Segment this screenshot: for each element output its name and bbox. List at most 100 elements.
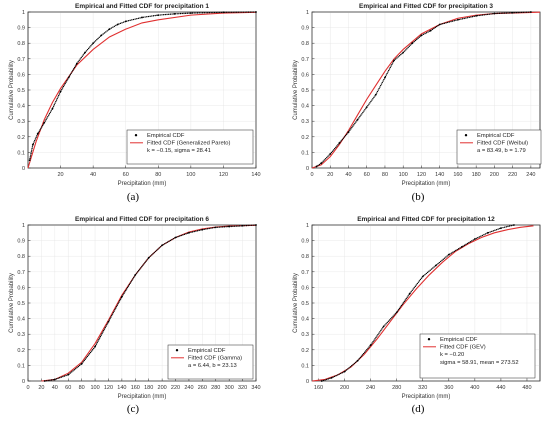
- panel-caption: (a): [127, 191, 140, 203]
- empirical-cdf-trace: [315, 11, 532, 168]
- empirical-cdf-point: [100, 34, 103, 37]
- y-tick-label: 0.8: [301, 254, 309, 260]
- y-tick-label: 0: [306, 379, 309, 385]
- empirical-cdf-point: [43, 121, 46, 124]
- empirical-cdf-point: [31, 143, 34, 146]
- empirical-cdf-point: [369, 344, 372, 347]
- y-tick-label: 0.3: [17, 119, 25, 125]
- empirical-cdf-point: [157, 14, 160, 17]
- empirical-cdf-point: [315, 165, 318, 168]
- x-axis-label: Precipitation (mm): [402, 394, 451, 400]
- empirical-cdf-point: [408, 292, 411, 295]
- empirical-cdf-point: [329, 153, 332, 155]
- empirical-cdf-point: [120, 295, 123, 298]
- empirical-cdf-point: [460, 245, 463, 248]
- x-tick-label: 60: [65, 385, 71, 391]
- plot-frame: [27, 11, 257, 169]
- x-tick-label: 220: [171, 385, 180, 391]
- empirical-cdf-point: [107, 320, 110, 323]
- x-tick-label: 20: [327, 172, 333, 178]
- y-tick-label: 0.1: [17, 363, 25, 369]
- y-tick-label: 0.9: [17, 26, 25, 32]
- chart-panel-3: 0 0.1 0.2 0.3 0.4 0.5 0.6 0.7 0.8 0.9 1 0 20 40 60 80 10…: [9, 216, 261, 415]
- empirical-cdf-point: [43, 380, 46, 382]
- x-tick-label: 0: [310, 172, 313, 178]
- y-tick-label: 0.3: [301, 332, 309, 338]
- y-tick-label: 0.1: [17, 150, 25, 156]
- x-tick-label: 180: [144, 385, 153, 391]
- empirical-cdf-point: [438, 23, 441, 26]
- empirical-cdf-point: [320, 162, 323, 165]
- x-tick-label: 120: [417, 172, 426, 178]
- empirical-cdf-point: [141, 16, 143, 19]
- x-tick-label: 340: [251, 385, 260, 391]
- y-tick-label: 0.4: [301, 104, 309, 110]
- empirical-cdf-point: [338, 142, 341, 144]
- x-tick-label: 180: [472, 172, 481, 178]
- empirical-cdf-point: [134, 274, 137, 276]
- empirical-cdf-point: [67, 76, 70, 79]
- empirical-cdf-point: [347, 131, 350, 134]
- empirical-cdf-point: [222, 11, 225, 14]
- x-tick-label: 120: [219, 172, 228, 178]
- x-tick-label: 200: [340, 385, 349, 391]
- y-tick-label: 0.9: [301, 26, 309, 32]
- y-tick-label: 0.6: [301, 72, 309, 78]
- empirical-cdf-point: [486, 231, 489, 234]
- empirical-cdf-point: [393, 59, 395, 62]
- y-tick-label: 0.6: [17, 72, 25, 78]
- panel-caption: (b): [412, 191, 425, 203]
- empirical-cdf-point: [53, 378, 56, 381]
- y-tick-label: 0.2: [301, 348, 309, 354]
- x-tick-label: 440: [496, 385, 505, 391]
- empirical-cdf-point: [513, 224, 515, 226]
- x-tick-label: 100: [186, 172, 195, 178]
- empirical-cdf-point: [92, 42, 95, 45]
- y-axis-label: Cumulative Probability: [9, 273, 15, 333]
- y-tick-label: 0.9: [17, 239, 25, 245]
- empirical-cdf-point: [214, 226, 217, 229]
- empirical-cdf-point: [384, 76, 386, 79]
- y-tick-label: 0.5: [17, 88, 25, 94]
- empirical-cdf-point: [420, 34, 423, 37]
- empirical-cdf-point: [28, 159, 31, 162]
- fitted-cdf-line: [27, 11, 257, 169]
- x-tick-label: 220: [508, 172, 517, 178]
- legend-fitted-label: Fitted CDF (Weibul): [477, 141, 528, 147]
- legend-empirical-label: Empirical CDF: [147, 133, 185, 139]
- y-axis-label: Cumulative Probability: [293, 60, 299, 120]
- x-tick-label: 280: [392, 385, 401, 391]
- x-tick-label: 240: [184, 385, 193, 391]
- x-tick-label: 140: [435, 172, 444, 178]
- empirical-cdf-point: [320, 380, 323, 382]
- legend-marker-empirical: [134, 134, 138, 137]
- empirical-cdf-point: [493, 12, 496, 15]
- legend: Empirical CDF Fitted CDF (Gamma)a = 6.44,…: [167, 344, 254, 380]
- legend-params: a = 83.49, b = 1.79: [477, 148, 526, 154]
- empirical-cdf-point: [330, 376, 333, 379]
- x-tick-label: 80: [155, 172, 161, 178]
- y-tick-label: 1: [22, 10, 25, 16]
- y-tick-label: 0: [306, 166, 309, 172]
- legend-fitted-label: Fitted CDF (Generalized Pareto): [147, 141, 231, 147]
- empirical-cdf-point: [356, 118, 359, 121]
- empirical-cdf-point: [356, 359, 359, 362]
- legend-fitted-label: Fitted CDF (GEV): [440, 345, 486, 351]
- legend-box: [456, 129, 542, 165]
- empirical-cdf-point: [147, 256, 150, 259]
- x-tick-label: 160: [131, 385, 140, 391]
- y-tick-label: 0.1: [301, 150, 309, 156]
- panel-caption: (c): [127, 403, 140, 415]
- empirical-cdf-point: [84, 51, 86, 54]
- legend-box: [419, 333, 536, 379]
- empirical-cdf-point: [473, 238, 476, 240]
- empirical-cdf-point: [374, 93, 377, 96]
- y-tick-label: 0.8: [17, 41, 25, 47]
- x-axis-label: Precipitation (mm): [118, 394, 167, 400]
- x-tick-label: 60: [364, 172, 370, 178]
- y-tick-label: 1: [306, 10, 309, 16]
- y-tick-label: 0.7: [301, 57, 309, 63]
- x-tick-label: 200: [158, 385, 167, 391]
- empirical-cdf-point: [434, 264, 437, 267]
